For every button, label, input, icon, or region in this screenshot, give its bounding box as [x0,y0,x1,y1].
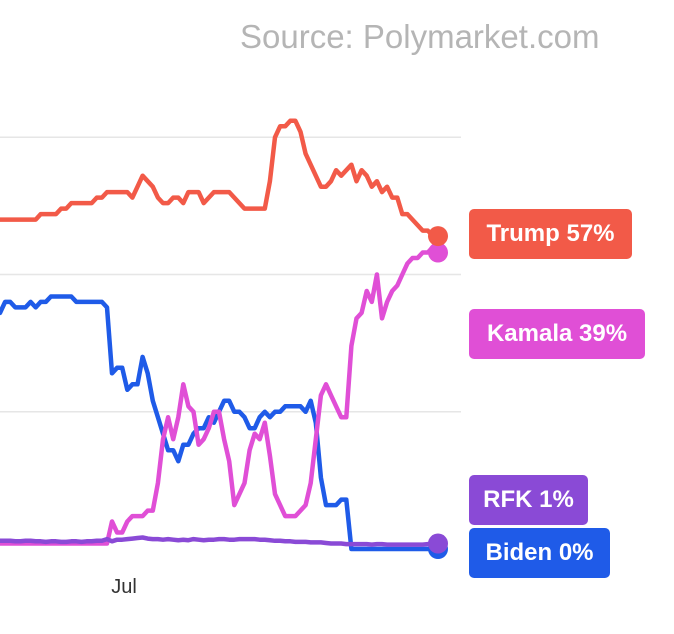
legend-tag-biden: Biden 0% [469,528,610,578]
x-tick-label: Jul [111,576,137,598]
series-line-rfk [0,535,441,547]
series-line-kamala [0,244,441,546]
legend-tag-rfk: RFK 1% [469,475,588,525]
series-lines [0,118,441,552]
series-end-dots [428,226,448,559]
gridlines [0,136,461,413]
series-line-trump [0,118,441,239]
legend-tag-trump: Trump 57% [469,209,632,259]
end-dot-trump [428,226,448,247]
end-dot-rfk [428,533,448,554]
x-axis-ticks: Jul [111,576,137,598]
legend-tag-kamala: Kamala 39% [469,309,645,359]
end-dot-kamala [428,242,448,263]
source-label: Source: Polymarket.com [240,18,600,55]
